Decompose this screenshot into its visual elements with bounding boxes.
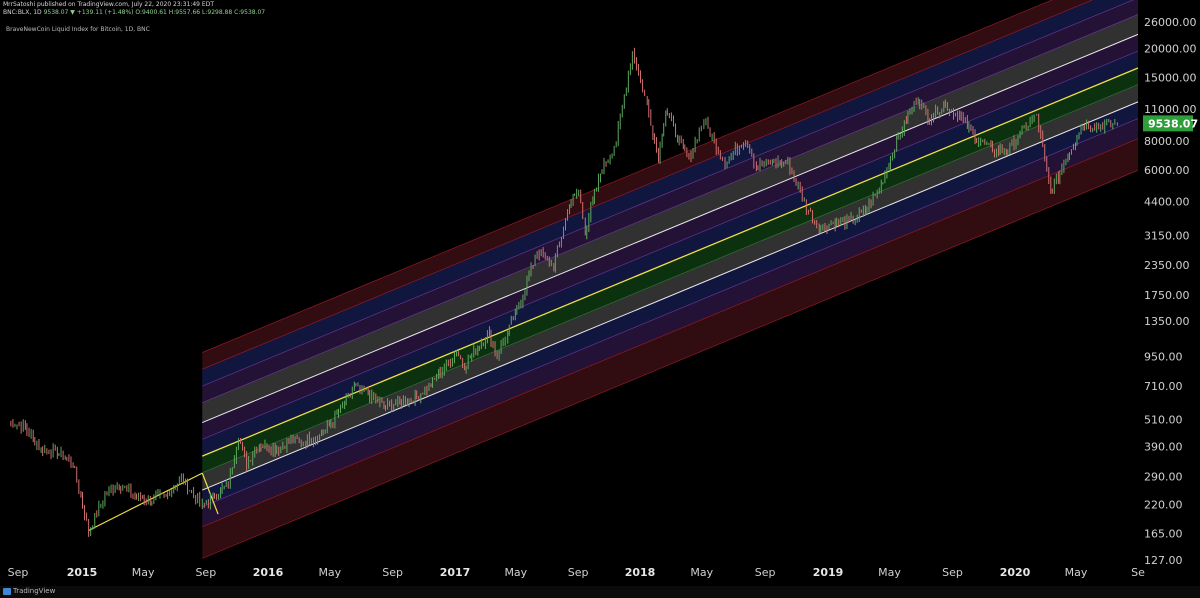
y-tick-label: 220.00 [1144, 498, 1183, 511]
channel-band-0 [202, 138, 1139, 559]
y-tick-label: 2350.00 [1144, 259, 1190, 272]
y-tick-label: 127.00 [1144, 554, 1183, 567]
channel-edge-6 [202, 50, 1139, 440]
x-tick-label: May [690, 566, 713, 579]
channel-edge-10 [202, 0, 1094, 370]
current-price-label: 9538.07 [1148, 117, 1198, 130]
channel-band-4 [202, 67, 1139, 473]
channel-upper-white-line [202, 33, 1139, 424]
x-tick-label: May [504, 566, 527, 579]
x-tick-label: Sep [382, 566, 403, 579]
channel-edge-2 [202, 118, 1139, 508]
x-tick-label: Se [1131, 566, 1145, 579]
channel-edge-0 [202, 169, 1139, 559]
y-tick-label: 6000.00 [1144, 164, 1190, 177]
channel-center-yellow-line [202, 67, 1139, 457]
y-tick-label: 1750.00 [1144, 289, 1190, 302]
x-tick-label: Sep [755, 566, 776, 579]
channel-edge-1 [202, 138, 1139, 528]
channel-band-2 [202, 101, 1139, 507]
indicator-label: BraveNewCoin Liquid Index for Bitcoin, 1… [6, 26, 150, 33]
y-tick-label: 710.00 [1144, 380, 1183, 393]
channel-edge-8 [202, 14, 1139, 404]
channel-band-7 [202, 14, 1139, 423]
y-tick-label: 20000.00 [1144, 43, 1197, 56]
channel-band-3 [202, 84, 1139, 491]
footer-bar: TradingView [0, 586, 1200, 598]
y-tick-label: 950.00 [1144, 351, 1183, 364]
tradingview-brand: TradingView [13, 587, 56, 595]
ohlc-values: 9538.07 ▼ +139.11 (+1.48%) O:9400.61 H:9… [43, 9, 266, 16]
channel-band-5 [202, 51, 1139, 457]
y-tick-label: 11000.00 [1144, 103, 1197, 116]
x-tick-label: May [878, 566, 901, 579]
tradingview-logo-icon [3, 588, 11, 595]
x-tick-label: 2018 [625, 566, 656, 579]
x-tick-label: May [318, 566, 341, 579]
x-tick-label: 2015 [67, 566, 98, 579]
y-tick-label: 510.00 [1144, 413, 1183, 426]
x-tick-label: Sep [942, 566, 963, 579]
x-tick-label: Sep [195, 566, 216, 579]
current-price-tag [1143, 115, 1193, 132]
y-tick-label: 3150.00 [1144, 229, 1190, 242]
y-tick-label: 4400.00 [1144, 196, 1190, 209]
channel-band-1 [202, 118, 1139, 527]
x-tick-label: 2020 [1000, 566, 1031, 579]
channel-edge-4 [202, 84, 1139, 474]
channel-edge-9 [202, 0, 1134, 387]
symbol-label: BNC:BLX, 1D [3, 9, 42, 16]
publish-info: MrrSatoshi published on TradingView.com,… [3, 1, 214, 8]
x-tick-label: 2016 [253, 566, 284, 579]
symbol-ohlc-line: BNC:BLX, 1D 9538.07 ▼ +139.11 (+1.48%) O… [3, 9, 265, 16]
x-tick-label: May [1065, 566, 1088, 579]
x-tick-label: Sep [8, 566, 29, 579]
y-tick-label: 8000.00 [1144, 135, 1190, 148]
y-tick-label: 15000.00 [1144, 72, 1197, 85]
y-tick-label: 26000.00 [1144, 16, 1197, 29]
y-tick-label: 290.00 [1144, 471, 1183, 484]
channel-band-6 [202, 34, 1139, 440]
channel-lower-white-line [202, 101, 1139, 491]
channel-edge-11 [202, 0, 1053, 353]
x-tick-label: May [132, 566, 155, 579]
y-tick-label: 1350.00 [1144, 315, 1190, 328]
y-tick-label: 390.00 [1144, 441, 1183, 454]
x-tick-label: Sep [568, 566, 589, 579]
channel-band-8 [202, 0, 1138, 403]
x-tick-label: 2019 [813, 566, 844, 579]
y-tick-label: 165.00 [1144, 528, 1183, 541]
x-tick-label: 2017 [440, 566, 471, 579]
